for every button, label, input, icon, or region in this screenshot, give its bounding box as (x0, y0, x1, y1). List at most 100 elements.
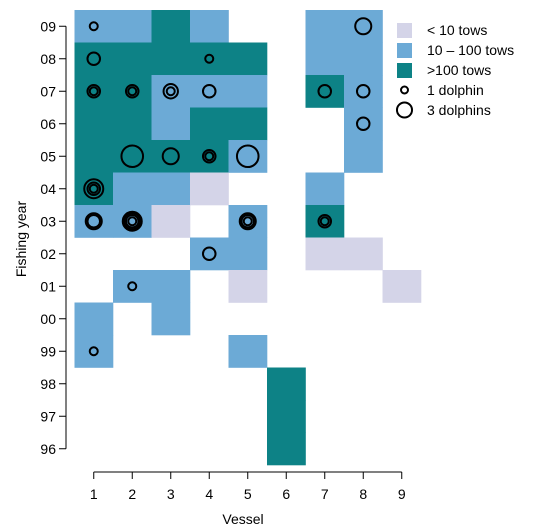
y-tick-label: 97 (40, 408, 56, 424)
dolphin-circle-v4-y02 (201, 246, 217, 262)
dolphin-circle-v5-y03 (238, 212, 257, 231)
tow-cell-v6-y97 (267, 400, 306, 433)
tow-cell-v5-y08 (228, 42, 268, 76)
tow-cell-v5-y02 (228, 237, 268, 271)
tow-cell-v1-y99 (74, 335, 114, 368)
dolphin-circle-v1-y04 (86, 181, 102, 197)
tow-cell-v4-y04 (190, 172, 229, 206)
dolphin-circle-v3-y07 (162, 83, 179, 100)
tow-cell-v3-y00 (151, 302, 191, 336)
legend-swatch (397, 23, 412, 38)
tow-cell-v3-y09 (151, 10, 191, 43)
y-tick-label: 06 (40, 116, 56, 132)
tow-cell-v4-y07 (190, 75, 229, 108)
legend-circle (400, 85, 409, 95)
tow-cell-v5-y99 (228, 335, 268, 368)
y-tick-label: 08 (40, 51, 56, 67)
dolphin-circle-v1-y03 (86, 213, 102, 229)
dolphin-circle-v5-y05 (235, 144, 260, 169)
legend-circle (395, 101, 414, 119)
dolphin-circle-v8-y09 (354, 17, 373, 36)
dolphin-circle-v1-y03 (84, 212, 103, 231)
tow-cell-v5-y01 (228, 270, 268, 303)
legend-swatch (397, 63, 412, 78)
tow-cell-v3-y05 (151, 140, 191, 173)
tow-cell-v8-y06 (344, 107, 383, 141)
x-tick-label: 4 (205, 486, 213, 502)
tow-cell-v3-y04 (151, 172, 191, 206)
y-tick-label: 03 (40, 213, 56, 229)
tow-cell-v8-y05 (344, 140, 383, 173)
tow-cell-v2-y09 (113, 10, 152, 43)
dolphin-circle-v5-y03 (240, 213, 256, 229)
tow-cell-v1-y06 (74, 107, 114, 141)
tow-cell-v8-y02 (344, 237, 383, 271)
tow-cell-v9-y01 (382, 270, 422, 303)
dolphin-circle-v3-y07 (165, 86, 176, 97)
tow-cell-v8-y09 (344, 10, 383, 43)
y-tick-label: 96 (40, 441, 56, 457)
tow-cell-v6-y98 (267, 367, 306, 401)
dolphin-circle-v2-y07 (124, 83, 140, 99)
dolphin-circle-v5-y03 (242, 216, 253, 227)
tow-cell-v7-y02 (305, 237, 345, 271)
dolphin-circle-v7-y07 (317, 83, 333, 99)
legend-label: 10 – 100 tows (427, 42, 514, 58)
tow-cell-v7-y09 (305, 10, 345, 43)
y-axis-label: Fishing year (13, 201, 29, 278)
tow-cell-v3-y07 (151, 75, 191, 108)
y-tick-label: 00 (40, 311, 56, 327)
tow-cell-v1-y00 (74, 302, 114, 336)
dolphin-circle-v1-y07 (88, 86, 99, 97)
legend: < 10 tows 10 – 100 tows >100 tows 1 dolphin… (395, 22, 514, 119)
dolphin-circle-v2-y07 (127, 86, 138, 97)
dolphin-circle-v4-y05 (201, 148, 217, 164)
y-tick-label: 01 (40, 278, 56, 294)
tow-cell-v2-y08 (113, 42, 152, 76)
tow-cell-v4-y02 (190, 237, 229, 271)
dolphin-circle-v8-y06 (355, 116, 371, 132)
y-tick-label: 09 (40, 18, 56, 34)
tow-cell-v3-y01 (151, 270, 191, 303)
tow-cell-v5-y03 (228, 205, 268, 238)
dolphin-circle-v1-y04 (83, 178, 105, 200)
dolphin-circle-v1-y04 (88, 183, 99, 194)
dolphin-circle-v3-y05 (161, 147, 180, 166)
tow-cell-v4-y05 (190, 140, 229, 173)
x-axis-label: Vessel (222, 511, 263, 527)
x-tick-label: 2 (128, 486, 136, 502)
y-tick-label: 04 (40, 181, 56, 197)
dolphin-circle-v2-y03 (123, 212, 142, 231)
tow-cell-v3-y06 (151, 107, 191, 141)
y-tick-label: 99 (40, 343, 56, 359)
tow-cell-v1-y08 (74, 42, 114, 76)
x-tick-label: 6 (282, 486, 290, 502)
tow-cell-v7-y08 (305, 42, 345, 76)
tow-cell-v7-y03 (305, 205, 345, 238)
dolphin-circle-v2-y01 (127, 281, 138, 292)
tow-cell-v1-y03 (74, 205, 114, 238)
legend-swatch (397, 43, 412, 58)
legend-label: < 10 tows (427, 22, 487, 38)
dolphin-circle-v1-y09 (88, 21, 99, 32)
tow-cell-v3-y08 (151, 42, 191, 76)
tow-cell-v1-y04 (74, 172, 114, 206)
tow-cell-v8-y07 (344, 75, 383, 108)
dolphin-circle-v4-y08 (204, 53, 215, 64)
legend-label: >100 tows (427, 62, 491, 78)
tow-cell-v1-y07 (74, 75, 114, 108)
tow-cell-v2-y07 (113, 75, 152, 108)
x-tick-label: 8 (359, 486, 367, 502)
dolphin-circle-v7-y03 (319, 216, 330, 227)
tow-cell-v6-y96 (267, 432, 306, 466)
tow-cell-v4-y06 (190, 107, 229, 141)
x-tick-label: 3 (167, 486, 175, 502)
tow-cell-v2-y06 (113, 107, 152, 141)
x-tick-label: 5 (244, 486, 252, 502)
dolphin-circle-v7-y03 (317, 213, 333, 229)
tow-cell-v5-y06 (228, 107, 268, 141)
tow-cell-v2-y04 (113, 172, 152, 206)
tow-cell-v2-y01 (113, 270, 152, 303)
legend-label: 3 dolphins (427, 102, 491, 118)
dolphin-circles (83, 17, 373, 357)
